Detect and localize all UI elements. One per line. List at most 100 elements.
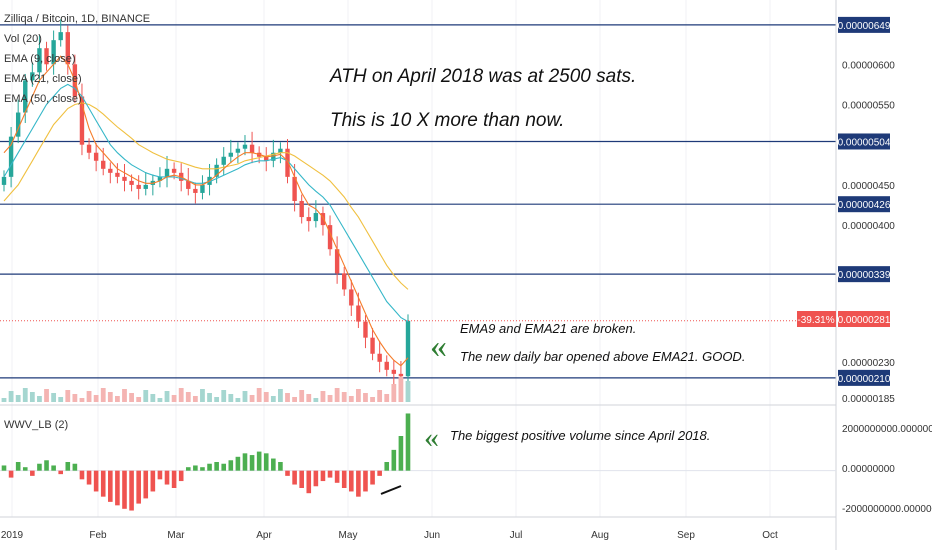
current-change-text: -39.31% bbox=[797, 315, 834, 326]
candle-body bbox=[398, 373, 404, 377]
histogram-bar bbox=[30, 470, 35, 476]
histogram-bar bbox=[306, 470, 312, 494]
histogram-bar bbox=[1, 465, 7, 471]
histogram-bar bbox=[348, 470, 354, 492]
ema50-line bbox=[3, 102, 409, 290]
candle-body bbox=[65, 32, 70, 65]
legend-vol[interactable]: Vol (20) bbox=[4, 33, 42, 45]
time-axis[interactable]: 2019 Feb Mar Apr May Jun Jul Aug Sep Oct bbox=[1, 530, 778, 541]
candle-body bbox=[271, 152, 276, 161]
volume-bar bbox=[1, 398, 7, 402]
histogram-bar bbox=[398, 436, 404, 471]
current-price-text: 0.00000281 bbox=[838, 315, 891, 326]
candle-body bbox=[23, 80, 28, 113]
histogram-bar bbox=[72, 463, 78, 471]
histogram-bar bbox=[143, 470, 149, 499]
volume-note: The biggest positive volume since April … bbox=[450, 428, 710, 443]
volume-bar bbox=[299, 390, 305, 402]
volume-bar bbox=[391, 384, 397, 402]
time-tick: Apr bbox=[256, 530, 272, 541]
legend-ema9[interactable]: EMA (9, close) bbox=[4, 53, 76, 65]
histogram-bar bbox=[235, 456, 241, 471]
candle-body bbox=[370, 337, 375, 354]
candle-body bbox=[228, 152, 234, 157]
volume-bar bbox=[327, 395, 333, 402]
volume-bar bbox=[256, 388, 262, 402]
legend-ema21[interactable]: EMA (21, close) bbox=[4, 73, 82, 85]
level-label: 0.00000649 bbox=[838, 21, 891, 32]
histogram-bar bbox=[377, 470, 382, 476]
candles bbox=[1, 19, 411, 387]
volume-bar bbox=[341, 392, 347, 402]
legend-ema50[interactable]: EMA (50, close) bbox=[4, 93, 82, 105]
wwv-histogram bbox=[0, 413, 836, 511]
volume-bar bbox=[171, 395, 177, 402]
histogram-bar bbox=[22, 467, 28, 471]
time-tick: Aug bbox=[591, 530, 609, 541]
time-tick: Oct bbox=[762, 530, 778, 541]
histogram-bar bbox=[391, 449, 397, 471]
volume-bar bbox=[44, 389, 49, 402]
price-tick: 0.00000450 bbox=[842, 181, 895, 192]
volume-bar bbox=[313, 398, 319, 402]
level-label: 0.00000210 bbox=[838, 374, 891, 385]
volume-bar bbox=[178, 388, 184, 402]
candle-body bbox=[171, 168, 177, 173]
histogram-bar bbox=[405, 413, 411, 471]
histogram-bar bbox=[193, 465, 198, 471]
volume-bar bbox=[122, 389, 127, 402]
volume-bar bbox=[129, 393, 134, 402]
candle-body bbox=[221, 156, 226, 165]
price-tick: 0.00000230 bbox=[842, 358, 895, 369]
volume-bar bbox=[242, 391, 248, 402]
histogram-bar bbox=[228, 460, 234, 471]
histogram-bar bbox=[15, 462, 21, 471]
volume-bar bbox=[214, 397, 220, 402]
level-label-bg bbox=[838, 133, 890, 150]
candle-body bbox=[214, 164, 219, 177]
histogram-bar bbox=[263, 453, 269, 471]
candle-body bbox=[136, 184, 141, 189]
candle-body bbox=[164, 168, 170, 177]
histogram-bar bbox=[334, 470, 340, 483]
histogram-bar bbox=[37, 463, 42, 471]
histogram-bar bbox=[356, 470, 361, 497]
candle-body bbox=[377, 353, 382, 362]
candle-body bbox=[264, 156, 269, 161]
volume-bar bbox=[58, 397, 64, 402]
candle-body bbox=[93, 152, 99, 161]
histogram-bar bbox=[51, 465, 56, 471]
volume-bar bbox=[285, 393, 290, 402]
volume-bar bbox=[8, 391, 14, 402]
histogram-bar bbox=[249, 455, 255, 471]
volume-bar bbox=[278, 389, 283, 402]
indicator-label[interactable]: WWV_LB (2) bbox=[4, 419, 68, 431]
volume-bar bbox=[348, 396, 354, 402]
volume-bar bbox=[143, 390, 149, 402]
candle-body bbox=[122, 176, 127, 181]
histogram-bar bbox=[79, 470, 85, 480]
histogram-bar bbox=[242, 453, 248, 471]
candle-body bbox=[143, 184, 148, 189]
candle-body bbox=[1, 176, 7, 185]
volume-bar bbox=[150, 394, 156, 402]
chevron-icon-2: « bbox=[424, 421, 439, 454]
histogram-bar bbox=[171, 470, 177, 488]
volume-bar bbox=[405, 381, 411, 402]
candle-body bbox=[200, 184, 205, 193]
level-label: 0.00000339 bbox=[838, 270, 891, 281]
volume-bar bbox=[115, 396, 120, 402]
price-tick: 0.00000185 bbox=[842, 394, 895, 405]
volume-bar bbox=[136, 397, 142, 402]
level-label-bg bbox=[838, 16, 890, 33]
volume-bar bbox=[72, 394, 78, 402]
price-axis[interactable]: 0.00000600 0.00000550 0.00000450 0.00000400… bbox=[842, 60, 895, 405]
candle-body bbox=[327, 225, 333, 250]
volume-bar bbox=[306, 394, 312, 402]
histogram-bar bbox=[129, 470, 134, 511]
histogram-bar bbox=[86, 470, 92, 485]
candle-body bbox=[193, 188, 198, 193]
histogram-bar bbox=[58, 470, 64, 475]
